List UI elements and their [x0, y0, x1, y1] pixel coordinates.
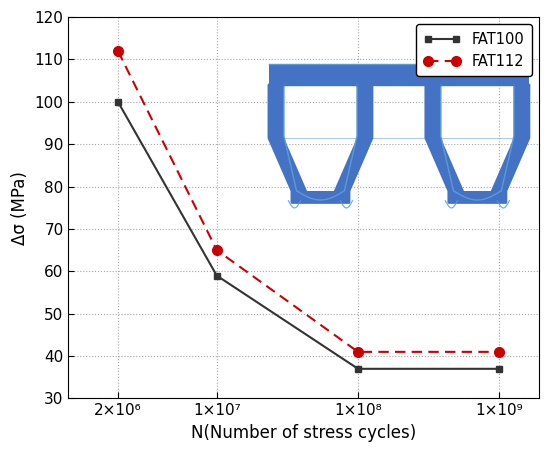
FAT112 — [213, 247, 220, 253]
FAT100 — [355, 366, 361, 371]
FAT112 — [115, 48, 122, 54]
Line: FAT112: FAT112 — [113, 46, 504, 357]
Legend: FAT100, FAT112: FAT100, FAT112 — [416, 24, 532, 76]
Y-axis label: Δσ (MPa): Δσ (MPa) — [11, 171, 29, 245]
FAT112 — [496, 349, 503, 355]
FAT100 — [115, 99, 122, 105]
X-axis label: N(Number of stress cycles): N(Number of stress cycles) — [191, 424, 416, 442]
FAT100 — [496, 366, 503, 371]
FAT100 — [213, 273, 220, 278]
Line: FAT100: FAT100 — [114, 98, 503, 372]
FAT112 — [355, 349, 361, 355]
